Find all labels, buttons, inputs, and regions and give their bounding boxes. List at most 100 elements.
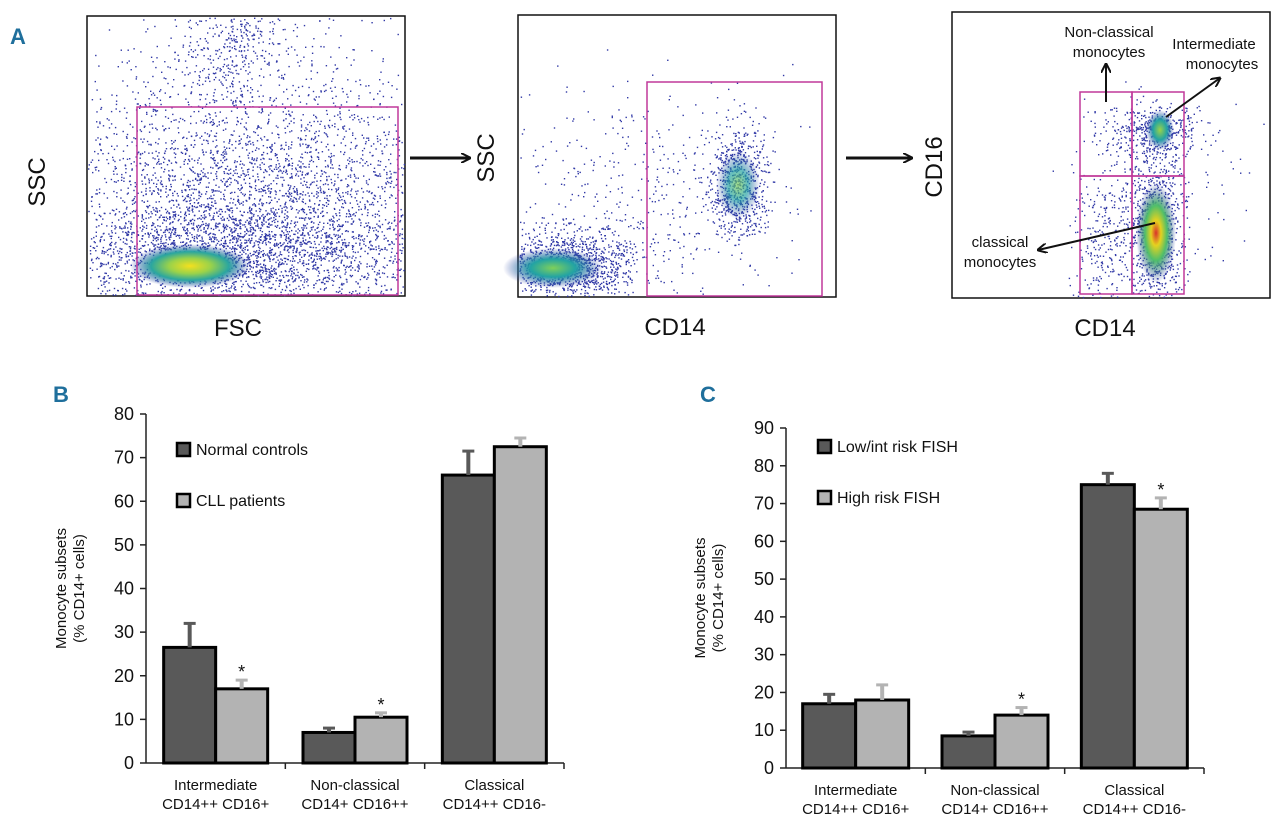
flow-dot [277,133,279,135]
flow-dot [262,219,265,221]
flow-dot [295,287,297,290]
flow-dot [132,231,134,234]
flow-dot [257,223,259,225]
flow-dot [367,289,370,292]
flow-dot [150,232,152,235]
flow-dot [181,189,183,192]
flow-dot [198,190,200,193]
flow-dot [348,109,350,111]
flow-dot [189,180,191,183]
flow-dot [326,179,328,182]
flow-dot [298,95,300,97]
flow-dot [141,200,143,202]
flow-dot [143,138,145,140]
flow-dot [154,172,156,174]
flow-dot [282,77,284,79]
flow-dot [255,219,257,221]
flow-dot [307,232,309,234]
flow-dot [216,239,218,241]
flow-dot [224,153,226,155]
flow-dot [264,60,266,63]
flow-dot [261,100,263,103]
flow-dot [283,216,286,219]
flow-dot [295,167,297,169]
flow-dot [209,80,211,83]
flow-dot [128,259,130,261]
flow-dot [216,171,218,173]
flow-dot [246,239,248,242]
flow-dot [97,137,99,139]
flow-dot [323,171,326,173]
flow-dot [330,56,332,58]
flow-dot [239,176,241,178]
flow-dot [145,211,148,214]
flow-dot [361,239,364,241]
flow-dot [204,173,206,175]
flow-dot [278,136,280,139]
flow-dot [196,173,199,175]
flow-dot [209,134,211,136]
flow-dot [269,31,271,33]
flow-dot [259,210,261,213]
flow-dot [174,147,177,150]
flow-dot [574,234,576,237]
flow-dot [166,196,168,198]
flow-dot [338,266,340,269]
flow-dot [163,161,165,164]
flow-dot [237,121,239,123]
flow-dot [387,133,390,136]
flow-dot [316,156,319,158]
flow-dot [222,193,225,196]
flow-dot [244,175,246,177]
flow-dot [317,291,319,293]
flow-dot [243,46,246,48]
flow-dot [323,132,326,134]
flow-dot [381,152,384,155]
flow-dot [257,244,260,246]
flow-dot [171,107,173,109]
flow-dot [277,126,279,129]
flow-dot [172,292,175,294]
flow-dot [301,157,304,159]
flow-dot [256,255,259,257]
flow-dot [238,135,241,137]
flow-dot [284,213,286,215]
flow-dot [134,201,137,203]
flow-dot [204,38,206,40]
flow-dot [262,41,264,43]
flow-dot [336,246,338,249]
flow-dot [275,244,278,246]
flow-dot [227,74,229,76]
flow-dot [303,166,305,168]
flow-dot [141,180,143,182]
flow-dot [240,191,242,194]
flow-dot [242,204,244,206]
flow-dot [307,263,310,265]
flow-dot [115,294,117,296]
flow-dot [225,153,228,155]
flow-dot [292,199,294,201]
flow-dot [313,38,315,40]
flow-dot [125,168,127,170]
flow-dot [214,112,217,114]
flow-dot [278,19,281,22]
flow-dot [386,180,389,183]
flow-dot [313,114,315,116]
flow-dot [375,239,377,241]
flow-dot [333,270,335,272]
flow-dot [294,279,296,281]
flow-dot [254,198,256,200]
flow-dot [208,182,210,184]
flow-dot [110,237,112,240]
flow-dot [314,236,316,239]
flow-dot [213,179,215,181]
flow-dot [344,201,346,203]
flow-dot [604,238,607,240]
flow-dot [160,196,162,198]
flow-dot [339,225,341,227]
flow-dot [119,238,122,241]
flow-dot [95,250,97,252]
flow-dot [269,168,271,170]
flow-dot [254,52,257,54]
flow-dot [243,86,245,88]
